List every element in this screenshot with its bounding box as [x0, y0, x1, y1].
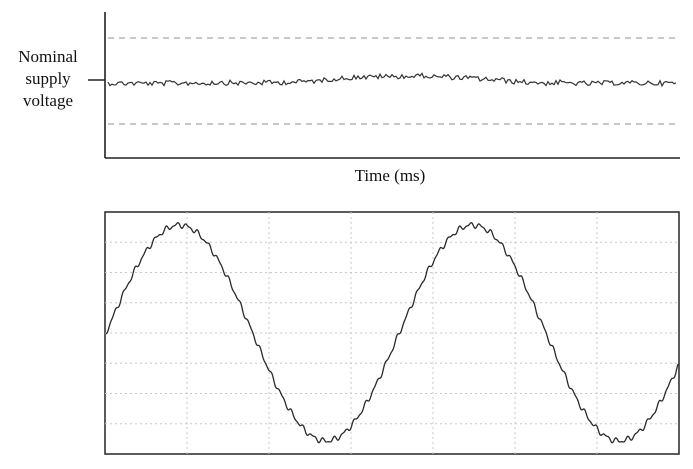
y-axis-label-line-3: voltage: [23, 91, 73, 110]
oscilloscope-grid: [105, 212, 679, 454]
bottom-panel: [104, 211, 680, 455]
y-axis-label-line-1: Nominal: [18, 47, 78, 66]
supply-voltage-noisy-trace: [107, 72, 677, 88]
distorted-sine-trace: [105, 221, 679, 444]
x-axis-label: Time (ms): [355, 166, 426, 185]
top-panel: Nominal supply voltage Time (ms): [18, 12, 680, 185]
y-axis-label-line-2: supply: [25, 69, 71, 88]
